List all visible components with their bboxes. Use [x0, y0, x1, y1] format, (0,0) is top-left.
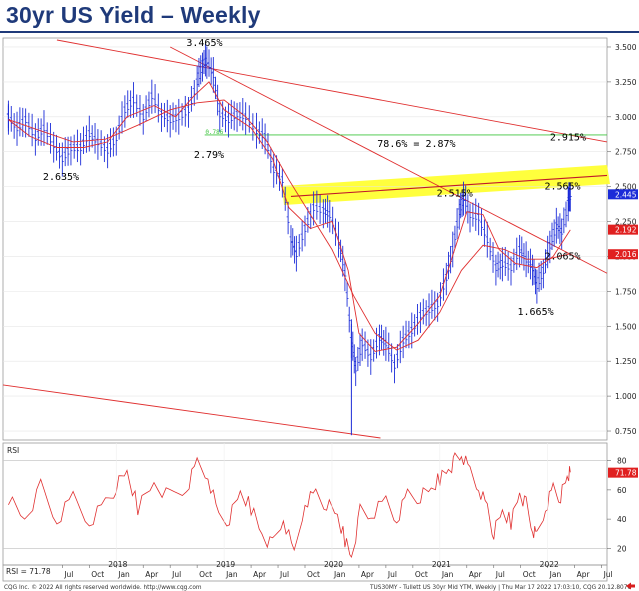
x-month-label: Jul [495, 570, 505, 579]
x-month-label: Apr [469, 570, 483, 579]
price-badge [608, 224, 638, 235]
trendline-lower-channel [2, 384, 381, 439]
trendline-downtrend [169, 46, 608, 274]
x-month-label: Apr [361, 570, 375, 579]
ma-long-line [8, 99, 571, 351]
x-month-label: Jul [63, 570, 73, 579]
x-month-label: Oct [199, 570, 212, 579]
rsi-line [8, 452, 571, 559]
rsi-tick-label: 60 [617, 486, 627, 495]
price-tick-label: 2.500 [615, 183, 637, 192]
rsi-readout: RSI = 71.78 [6, 567, 51, 576]
price-tick-label: 1.750 [615, 287, 637, 296]
rsi-panel-label: RSI [7, 446, 19, 455]
rsi-tick-label: 80 [617, 457, 627, 466]
trendline-resistance-band [290, 174, 608, 197]
x-month-label: Jul [603, 570, 613, 579]
price-tick-label: 1.250 [615, 357, 637, 366]
x-year-label: 2020 [324, 560, 343, 569]
x-year-label: 2019 [216, 560, 235, 569]
price-tick-label: 1.500 [615, 322, 637, 331]
annotation-label: 2.515% [437, 189, 473, 200]
price-tick-label: 2.750 [615, 148, 637, 157]
x-month-label: Apr [577, 570, 591, 579]
title-rule [0, 31, 639, 33]
x-month-label: Jul [279, 570, 289, 579]
annotation-label: 2.635% [43, 172, 79, 183]
price-badge [608, 249, 638, 260]
annotation-label: 2.79% [194, 150, 224, 161]
price-tick-label: 3.000 [615, 113, 637, 122]
price-badge-label: 2.192 [615, 226, 637, 235]
x-month-label: Jan [117, 570, 130, 579]
price-badge-label: 2.016 [615, 250, 637, 259]
x-month-label: Jan [225, 570, 238, 579]
x-month-label: Jan [441, 570, 454, 579]
rsi-tick-label: 40 [617, 515, 627, 524]
x-month-label: Apr [145, 570, 159, 579]
annotation-label: 2.565% [544, 182, 580, 193]
price-tick-label: 3.250 [615, 78, 637, 87]
x-month-label: Oct [523, 570, 536, 579]
x-year-label: 2022 [540, 560, 559, 569]
x-month-label: Jan [333, 570, 346, 579]
annotation-label: 2.065% [544, 251, 580, 262]
x-month-label: Apr [253, 570, 267, 579]
price-tick-label: 2.250 [615, 218, 637, 227]
x-month-label: Oct [91, 570, 104, 579]
rsi-badge [608, 467, 638, 478]
ma-short-line [8, 81, 571, 352]
x-month-label: Oct [307, 570, 320, 579]
footer-copyright: CQG Inc. © 2022 All rights reserved worl… [4, 584, 202, 591]
price-badge [608, 189, 638, 200]
price-panel-frame [2, 37, 608, 441]
price-badge-label: 2.445 [615, 190, 637, 199]
annotation-label: 0.786 [205, 129, 223, 136]
x-month-label: Jul [171, 570, 181, 579]
annotation-label: 78.6% = 2.87% [377, 139, 455, 150]
rsi-tick-label: 20 [617, 544, 627, 553]
annotation-label: 3.465% [186, 38, 222, 49]
price-tick-label: 0.750 [615, 427, 637, 436]
arrow-left-icon [626, 582, 635, 590]
rsi-badge-label: 71.78 [615, 469, 637, 478]
trendline-long-resistance [56, 39, 608, 143]
footer-instrument: TUS30MY - Tullett US 30yr Mid YTM, Weekl… [369, 585, 631, 591]
x-month-label: Oct [415, 570, 428, 579]
resistance-band [282, 165, 610, 205]
x-month-label: Jul [387, 570, 397, 579]
price-tick-label: 1.000 [615, 392, 637, 401]
x-year-label: 2021 [432, 560, 451, 569]
x-year-label: 2018 [108, 560, 127, 569]
annotation-label: 2.915% [550, 133, 586, 144]
price-tick-label: 3.500 [615, 43, 637, 52]
x-month-label: Jan [549, 570, 562, 579]
page-title: 30yr US Yield – Weekly [6, 2, 261, 28]
annotation-label: 1.665% [518, 307, 554, 318]
